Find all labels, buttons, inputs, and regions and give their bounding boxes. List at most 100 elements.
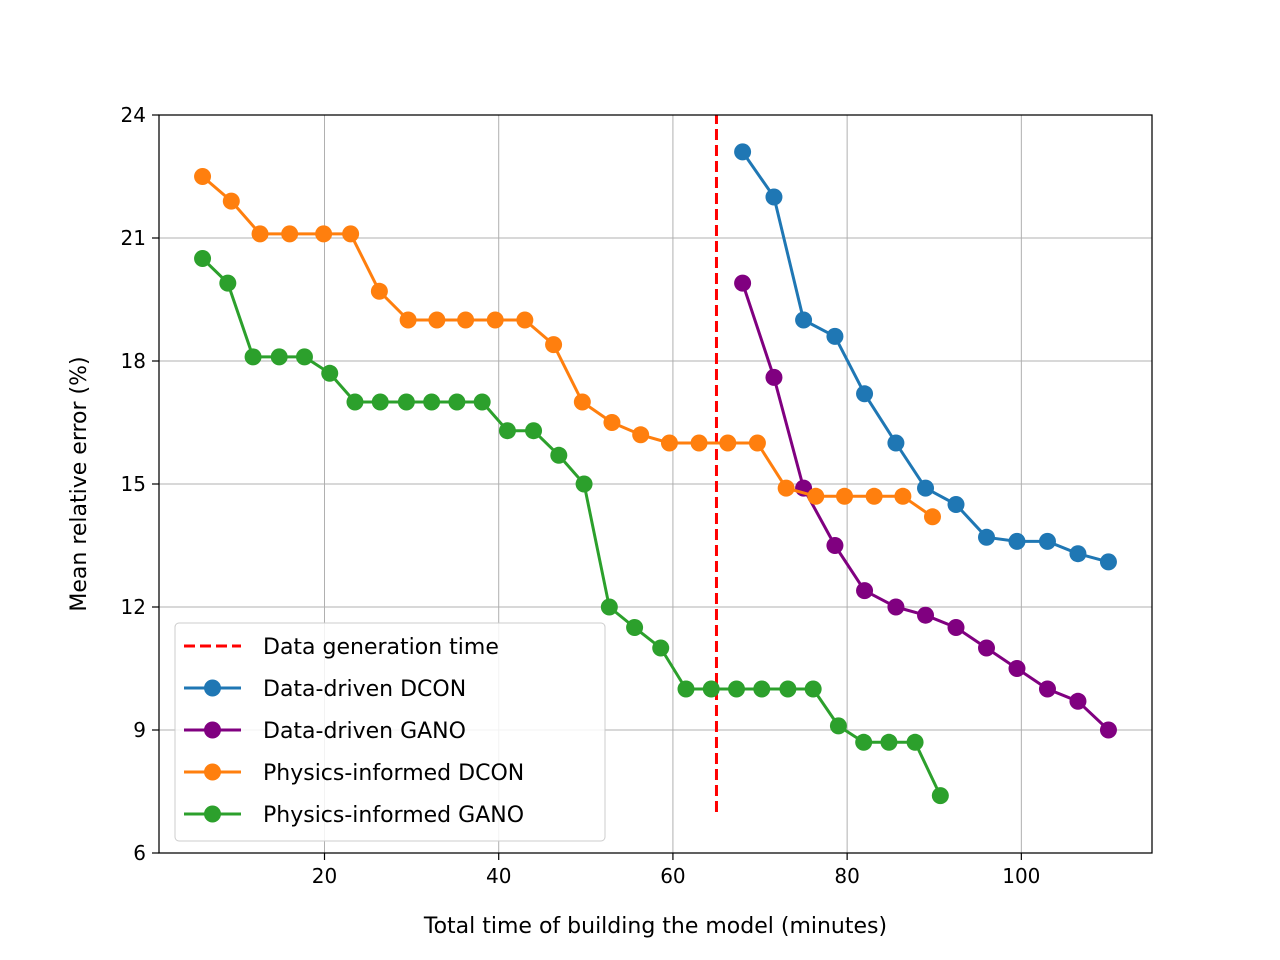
data-point <box>423 393 441 411</box>
data-point <box>947 496 965 513</box>
data-point <box>978 639 995 657</box>
data-point <box>545 336 563 354</box>
data-point <box>1099 553 1117 571</box>
data-point <box>856 385 874 403</box>
data-point <box>473 393 491 411</box>
y-tick-label: 21 <box>121 226 146 250</box>
legend-box <box>174 622 606 842</box>
series-line <box>741 282 1110 732</box>
data-point <box>632 426 650 444</box>
series-1 <box>734 274 1117 739</box>
data-point <box>887 434 905 452</box>
data-point <box>575 475 593 493</box>
data-point <box>765 368 783 386</box>
x-tick-label: 20 <box>312 864 337 888</box>
data-point <box>270 348 288 366</box>
data-point <box>321 364 339 382</box>
data-point <box>779 680 797 698</box>
data-point <box>753 680 771 698</box>
data-point <box>923 508 941 526</box>
data-point <box>600 598 618 616</box>
data-point <box>525 422 543 440</box>
data-point <box>371 393 389 411</box>
data-point <box>765 188 783 206</box>
x-tick-label: 80 <box>834 864 859 888</box>
legend-label: Data-driven GANO <box>263 719 466 744</box>
data-point <box>194 250 212 267</box>
data-point <box>652 639 670 657</box>
data-point <box>719 434 737 452</box>
data-point <box>826 327 844 345</box>
data-point <box>222 192 240 210</box>
legend-label: Physics-informed GANO <box>263 803 524 828</box>
data-point <box>978 528 995 546</box>
y-tick-label: 24 <box>121 103 146 127</box>
data-point <box>342 225 360 243</box>
series-2 <box>194 168 941 526</box>
data-point <box>795 311 813 329</box>
legend-marker <box>204 763 221 781</box>
axis-ticks: 20 40 60 80 100 6 9 12 15 18 21 24 <box>121 103 1041 888</box>
x-tick-label: 40 <box>486 864 511 888</box>
data-point <box>281 225 299 243</box>
data-point <box>397 393 415 411</box>
data-point <box>880 733 898 751</box>
data-point <box>660 434 678 452</box>
data-point <box>829 717 847 735</box>
data-point <box>917 606 935 624</box>
data-point <box>486 311 504 329</box>
data-point <box>603 414 621 431</box>
series-layer <box>194 115 1117 812</box>
data-point <box>194 168 212 185</box>
data-point <box>346 393 364 411</box>
legend-label: Data-driven DCON <box>263 677 466 702</box>
series-0 <box>734 143 1117 571</box>
data-point <box>448 393 466 411</box>
data-point <box>370 282 388 300</box>
y-axis-label: Mean relative error (%) <box>67 356 92 611</box>
legend-marker <box>204 679 221 697</box>
data-point <box>399 311 417 329</box>
data-point <box>702 680 720 698</box>
data-point <box>804 680 822 698</box>
data-point <box>1069 692 1087 710</box>
data-point <box>1038 680 1056 698</box>
data-point <box>917 479 935 497</box>
legend-marker <box>204 805 221 823</box>
data-point <box>1099 721 1117 739</box>
data-point <box>947 619 965 636</box>
y-tick-label: 9 <box>133 718 146 742</box>
data-point <box>219 274 237 292</box>
legend-label: Data generation time <box>263 635 499 660</box>
data-point <box>728 680 746 698</box>
x-axis-label: Total time of building the model (minute… <box>423 914 887 939</box>
data-point <box>865 487 883 505</box>
data-point <box>498 422 516 440</box>
data-point <box>516 311 534 329</box>
data-point <box>887 598 905 616</box>
data-point <box>1069 545 1087 563</box>
legend-entry: Physics-informed GANO <box>184 803 524 828</box>
y-tick-label: 12 <box>121 595 146 619</box>
data-point <box>1008 532 1026 550</box>
y-tick-label: 15 <box>121 472 146 496</box>
data-point <box>855 733 873 751</box>
series-line <box>741 151 1109 564</box>
data-point <box>626 619 644 636</box>
data-point <box>777 479 795 497</box>
data-point <box>734 274 752 292</box>
data-point <box>550 446 568 464</box>
data-point <box>428 311 446 329</box>
y-tick-label: 18 <box>121 349 146 373</box>
legend-entry: Physics-informed DCON <box>184 761 524 786</box>
data-point <box>734 143 752 161</box>
data-point <box>1008 660 1026 677</box>
plot-area-frame <box>158 114 1153 854</box>
legend: Data generation time Data-driven DCON Data… <box>174 622 606 842</box>
data-point <box>315 225 333 243</box>
data-point <box>836 487 854 505</box>
data-point <box>573 393 591 411</box>
data-point <box>677 680 695 698</box>
data-point <box>1038 532 1056 550</box>
